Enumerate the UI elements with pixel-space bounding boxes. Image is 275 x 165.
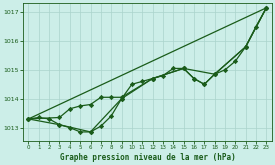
X-axis label: Graphe pression niveau de la mer (hPa): Graphe pression niveau de la mer (hPa) bbox=[59, 152, 235, 162]
